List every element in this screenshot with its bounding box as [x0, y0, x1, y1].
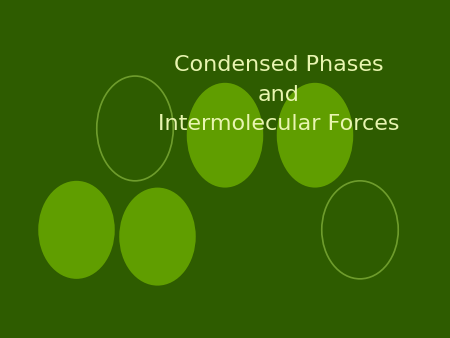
Ellipse shape: [187, 83, 263, 188]
Ellipse shape: [38, 181, 115, 279]
Ellipse shape: [277, 83, 353, 188]
Text: Condensed Phases
and
Intermolecular Forces: Condensed Phases and Intermolecular Forc…: [158, 55, 400, 134]
Ellipse shape: [119, 188, 196, 286]
